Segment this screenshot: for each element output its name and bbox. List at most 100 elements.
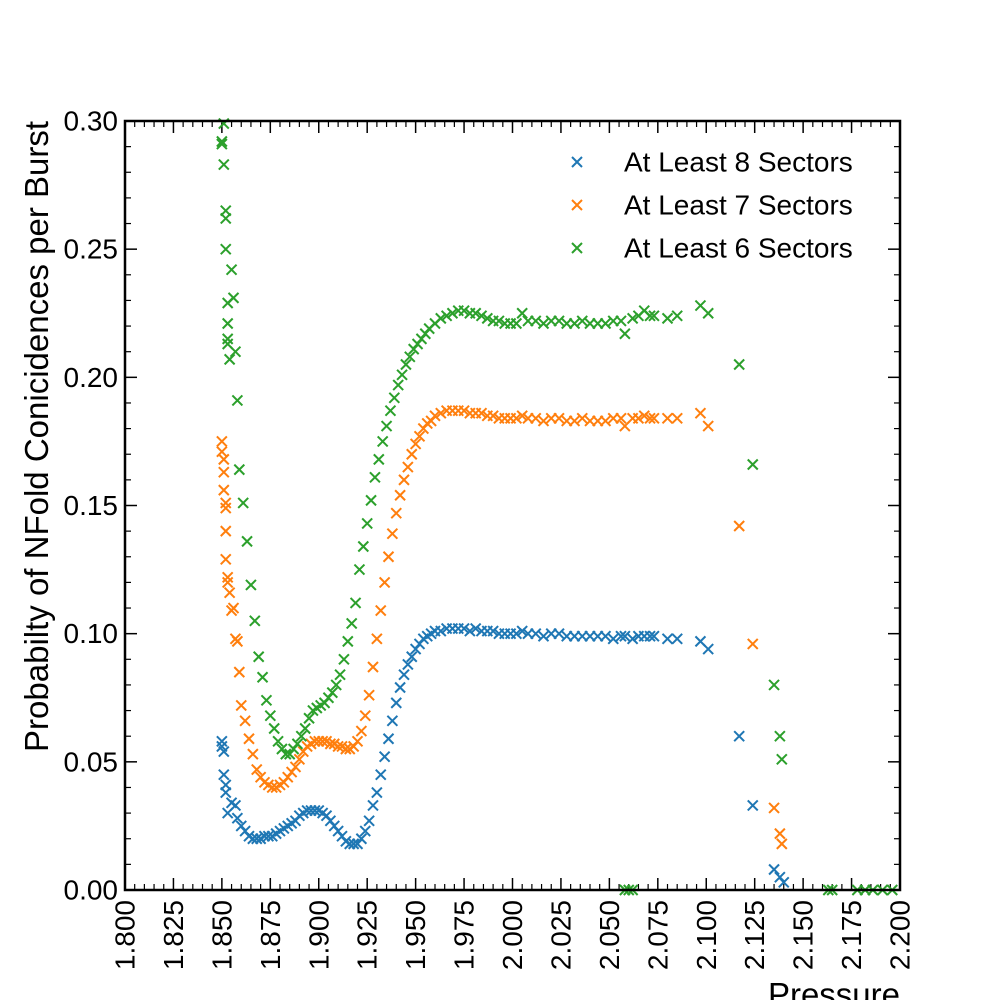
- data-point: [516, 625, 528, 637]
- data-point: [216, 435, 228, 448]
- data-point: [464, 625, 476, 637]
- data-point: [607, 633, 619, 645]
- y-tick-label: 0.00: [64, 875, 119, 906]
- data-point: [380, 420, 393, 432]
- data-point: [458, 304, 470, 317]
- data-point: [231, 394, 244, 407]
- data-point: [475, 310, 488, 322]
- data-point: [363, 815, 375, 827]
- x-tick-label: 2.050: [594, 900, 625, 970]
- data-point: [487, 625, 499, 637]
- data-point: [280, 748, 292, 760]
- data-point: [223, 353, 236, 366]
- data-point: [220, 243, 232, 255]
- x-tick-label: 1.975: [449, 900, 480, 970]
- legend-label: At Least 7 Sectors: [624, 190, 853, 221]
- data-point: [251, 763, 263, 776]
- x-tick-label: 2.175: [836, 900, 867, 970]
- series-2: [216, 404, 788, 850]
- data-point: [661, 412, 674, 425]
- data-point: [309, 804, 321, 817]
- data-point: [615, 315, 627, 327]
- legend-label: At Least 8 Sectors: [624, 147, 853, 178]
- data-point: [435, 312, 447, 325]
- data-point: [648, 630, 660, 642]
- data-point: [537, 317, 550, 330]
- data-point: [386, 527, 399, 540]
- data-point: [330, 679, 342, 691]
- data-point: [249, 615, 261, 627]
- data-point: [398, 668, 410, 681]
- data-point: [733, 520, 745, 532]
- data-point: [218, 745, 230, 758]
- data-point: [264, 709, 277, 722]
- data-point: [221, 571, 234, 583]
- data-point: [774, 730, 786, 742]
- data-point: [702, 420, 714, 432]
- y-tick-label: 0.20: [64, 362, 119, 393]
- data-point: [394, 489, 406, 501]
- x-tick-label: 2.100: [691, 900, 722, 970]
- data-point: [225, 263, 238, 276]
- data-point: [404, 351, 416, 363]
- data-point: [295, 730, 308, 742]
- data-point: [394, 681, 406, 694]
- data-point: [216, 138, 228, 150]
- data-point: [260, 694, 273, 707]
- data-point: [237, 497, 249, 509]
- data-point: [216, 135, 228, 148]
- data-point: [382, 733, 395, 745]
- data-point: [702, 307, 714, 319]
- data-point: [568, 317, 581, 330]
- data-point: [227, 292, 240, 304]
- legend: At Least 8 Sectors At Least 7 Sectors At L…: [571, 147, 853, 264]
- data-point: [576, 315, 588, 327]
- data-point: [537, 415, 550, 427]
- data-point: [516, 410, 528, 422]
- data-point: [553, 627, 565, 640]
- data-point: [481, 312, 494, 325]
- data-point: [378, 750, 391, 763]
- data-point: [576, 412, 588, 425]
- legend-marker: [571, 199, 583, 211]
- data-point: [530, 627, 542, 640]
- data-point: [402, 658, 414, 671]
- data-point: [390, 507, 402, 519]
- data-point: [342, 635, 354, 648]
- data-point: [396, 369, 408, 381]
- data-point: [303, 712, 315, 724]
- data-point: [268, 722, 280, 735]
- data-point: [599, 415, 612, 427]
- data-point: [338, 653, 350, 666]
- legend-marker: [571, 242, 583, 254]
- data-point: [349, 597, 362, 609]
- data-point: [369, 471, 381, 484]
- data-point: [615, 630, 627, 642]
- data-point: [340, 743, 352, 755]
- data-point: [406, 651, 418, 663]
- data-point: [671, 412, 683, 425]
- tick-labels: 1.800 1.825 1.850 1.875 1.900 1.925 1.950 1.975…: [64, 106, 916, 971]
- data-point: [375, 768, 387, 781]
- legend-label: At Least 6 Sectors: [624, 233, 853, 264]
- data-point: [351, 735, 364, 748]
- data-point: [367, 661, 379, 673]
- data-point: [243, 733, 255, 745]
- data-point: [386, 715, 399, 727]
- data-point: [768, 863, 780, 876]
- data-point: [382, 551, 395, 563]
- data-point: [239, 715, 251, 727]
- data-point: [233, 666, 246, 678]
- data-point: [768, 679, 780, 691]
- data-point: [326, 686, 339, 699]
- data-point: [291, 738, 304, 750]
- data-point: [510, 317, 523, 330]
- data-point: [392, 379, 404, 391]
- data-point: [615, 412, 627, 425]
- data-point: [220, 502, 232, 514]
- data-point: [644, 310, 656, 322]
- data-point: [218, 158, 230, 171]
- data-point: [359, 709, 371, 722]
- data-point: [334, 668, 346, 681]
- data-point: [218, 484, 230, 496]
